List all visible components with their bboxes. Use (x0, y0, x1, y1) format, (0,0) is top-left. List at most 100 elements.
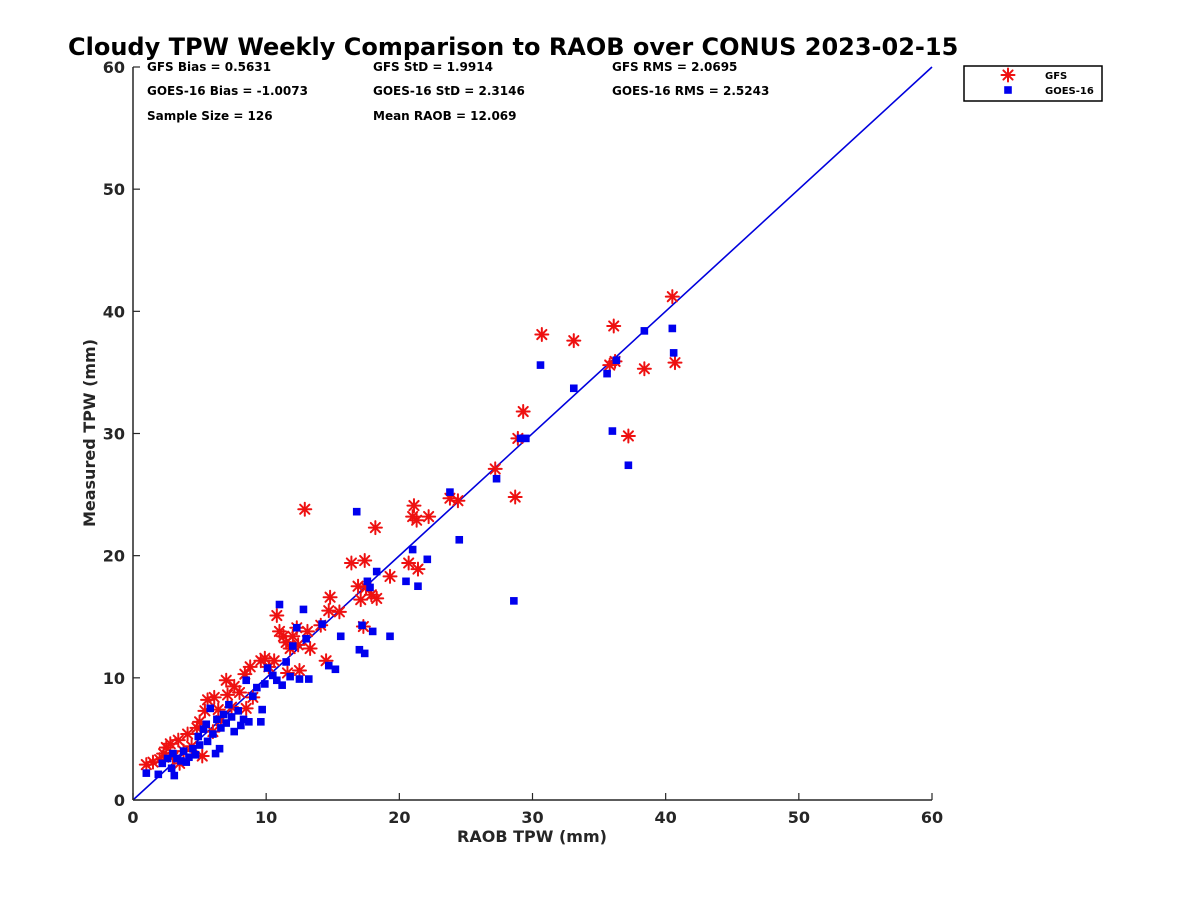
data-point (261, 680, 269, 688)
data-point (515, 404, 531, 420)
data-point (487, 461, 503, 477)
data-point (401, 555, 417, 571)
data-point (239, 715, 248, 724)
data-point (620, 428, 636, 444)
stat-goes-rms: GOES-16 RMS = 2.5243 (612, 84, 769, 98)
data-point (206, 704, 215, 713)
data-point (302, 641, 318, 657)
data-point (289, 642, 297, 650)
data-point (606, 318, 622, 334)
data-point (242, 676, 250, 685)
stat-mean-raob: Mean RAOB = 12.069 (373, 109, 517, 123)
data-point (336, 632, 345, 641)
one-to-one-line (132, 66, 933, 801)
legend-box (963, 65, 1103, 102)
data-point (368, 627, 377, 636)
legend-label-gfs: GFS (1045, 71, 1067, 82)
stat-goes-bias: GOES-16 Bias = -1.0073 (147, 84, 308, 98)
stat-gfs-std: GFS StD = 1.9914 (373, 60, 493, 74)
x-tick-label: 20 (388, 808, 410, 827)
data-point (167, 764, 176, 773)
data-point (372, 567, 381, 576)
data-point (206, 689, 222, 705)
data-point (522, 434, 530, 443)
data-point (170, 732, 186, 748)
data-point (331, 604, 347, 620)
data-point (215, 744, 224, 753)
data-point (667, 355, 683, 371)
data-point (263, 664, 272, 672)
data-point (510, 597, 518, 605)
data-point (318, 620, 326, 628)
data-point (180, 726, 196, 742)
data-point (257, 718, 265, 726)
data-point (366, 583, 374, 592)
data-point (369, 590, 385, 606)
stat-goes-std: GOES-16 StD = 2.3146 (373, 84, 525, 98)
data-point (170, 771, 179, 780)
data-point (220, 687, 236, 703)
y-tick-label: 0 (114, 791, 125, 810)
data-point (194, 732, 203, 741)
data-point (668, 324, 677, 333)
data-point (358, 621, 366, 630)
data-point (232, 684, 248, 700)
y-tick-label: 40 (103, 302, 125, 321)
data-point (202, 720, 211, 729)
data-point (234, 707, 243, 715)
y-axis-label: Measured TPW (mm) (80, 339, 99, 527)
data-point (492, 474, 501, 483)
x-axis-label: RAOB TPW (mm) (457, 827, 607, 846)
data-point (278, 681, 286, 689)
stat-gfs-rms: GFS RMS = 2.0695 (612, 60, 737, 74)
data-point (507, 489, 523, 505)
data-point (402, 577, 410, 586)
data-point (299, 605, 308, 614)
data-point (536, 361, 545, 369)
series-layer (138, 289, 683, 780)
data-point (516, 434, 525, 443)
data-point (219, 710, 228, 719)
x-tick-label: 10 (255, 808, 277, 827)
data-point (566, 333, 582, 349)
data-point (218, 672, 234, 688)
data-point (249, 692, 257, 700)
data-point (217, 724, 225, 732)
x-tick-label: 30 (521, 808, 543, 827)
data-point (169, 749, 177, 758)
data-point (275, 600, 284, 609)
data-point (195, 741, 204, 749)
data-point (158, 759, 167, 768)
data-point (386, 632, 394, 641)
data-point (446, 488, 454, 496)
data-point (382, 568, 398, 584)
data-point (406, 498, 422, 514)
data-point (282, 658, 290, 666)
data-point (669, 349, 678, 357)
data-point (569, 384, 578, 393)
series-goes-16 (142, 324, 678, 780)
x-tick-label: 40 (655, 808, 677, 827)
y-tick-label: 20 (103, 547, 125, 566)
data-point (269, 608, 285, 624)
data-point (258, 705, 266, 714)
data-point (227, 713, 236, 721)
data-point (154, 770, 163, 779)
data-point (182, 758, 191, 766)
data-point (222, 719, 231, 727)
legend: GFS GOES-16 (963, 65, 1103, 102)
data-point (353, 592, 369, 608)
data-point (636, 361, 652, 377)
data-point (357, 553, 373, 569)
stat-sample-size: Sample Size = 126 (147, 109, 273, 123)
data-point (191, 750, 200, 759)
data-point (410, 561, 426, 577)
data-point (177, 757, 185, 765)
legend-label-goes-16: GOES-16 (1045, 86, 1094, 97)
data-point (608, 427, 617, 435)
legend-marker-gfs (1000, 67, 1016, 83)
data-point (640, 327, 649, 335)
data-point (253, 683, 261, 692)
data-point (189, 744, 197, 753)
